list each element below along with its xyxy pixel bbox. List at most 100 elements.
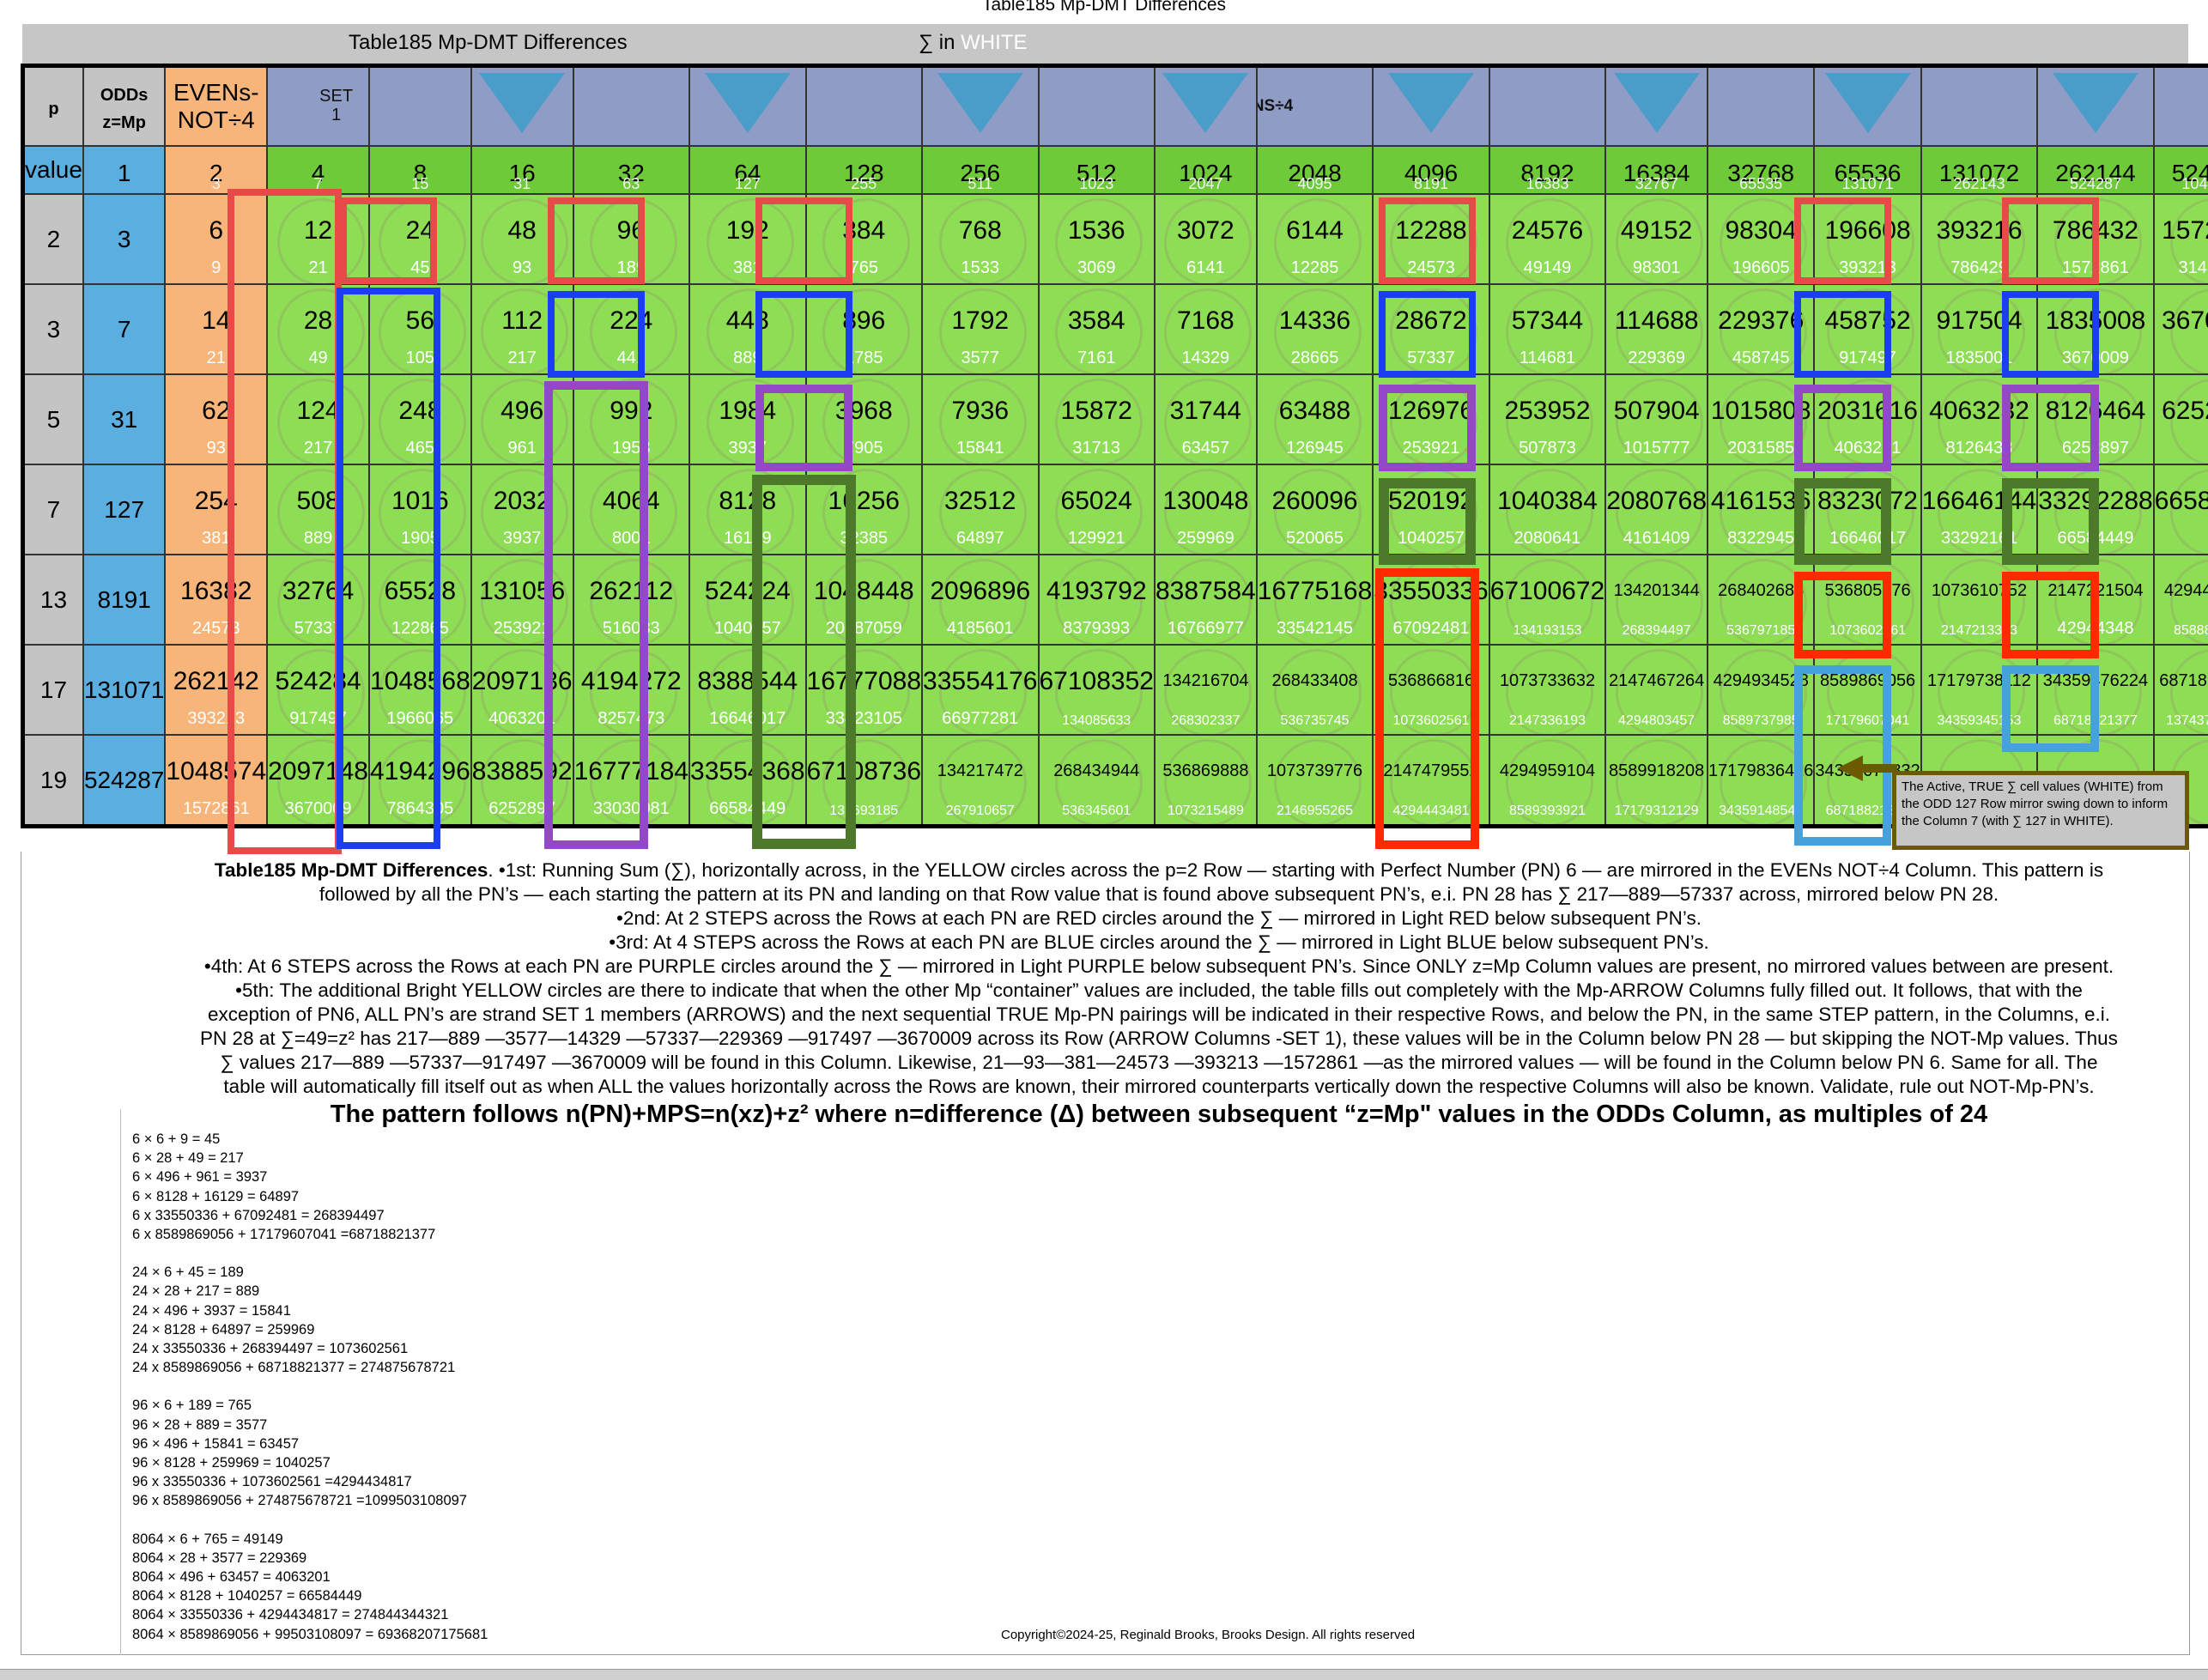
note-box: The Active, TRUE ∑ cell values (WHITE) f…: [1892, 771, 2189, 850]
table-cell: 4064 8001: [573, 464, 689, 555]
value-sum: 63: [574, 175, 688, 193]
equation-line: 24 x 33550336 + 268394497 = 1073602561: [132, 1339, 488, 1358]
p-cell: 7: [23, 464, 83, 555]
cell-value: 114688: [1606, 306, 1707, 336]
cell-value: 17179836416: [1708, 761, 1813, 781]
caption-line: •4th: At 6 STEPS across the Rows at each…: [120, 955, 2198, 979]
cell-sum: 7864305: [370, 799, 470, 819]
cell-sum: 2147336193: [1490, 713, 1604, 729]
cell-value: 7936: [923, 397, 1037, 426]
cell-sum: 66584449: [2038, 529, 2152, 549]
cell-sum: 1533: [923, 258, 1037, 278]
cell-value: 65528: [370, 577, 470, 606]
value-sum: 8191: [1374, 175, 1488, 193]
cell-value: 254: [166, 487, 266, 516]
cell-value: 17179738112: [1922, 671, 2036, 691]
cell-sum: 93: [166, 439, 266, 458]
odd-cell: 7: [83, 284, 165, 374]
cell-sum: 17179607041: [1815, 713, 1920, 729]
cell-sum: 16766977: [1156, 619, 1256, 639]
cell-value: 28672: [1374, 306, 1488, 336]
equation-line: 8064 × 496 + 63457 = 4063201: [132, 1568, 488, 1586]
cell-value: 130048: [1156, 487, 1256, 516]
p-cell: 17: [23, 645, 83, 735]
cell-value: 1073739776: [1258, 761, 1372, 781]
cell-sum: 259969: [1156, 529, 1256, 549]
cell-sum: 765: [807, 258, 921, 278]
equation-line: 96 × 6 + 189 = 765: [132, 1396, 488, 1415]
cell-value: 3670016: [2155, 306, 2208, 336]
sigma-label: ∑ in: [919, 31, 955, 54]
cell-sum: 253921: [472, 619, 573, 639]
cell-value: 16646144: [1922, 487, 2036, 516]
cell-sum: 8001: [574, 529, 688, 549]
equation-line: 6 × 8128 + 16129 = 64897: [132, 1187, 488, 1206]
cell-sum: 122865: [370, 619, 470, 639]
cell-sum: 21: [268, 258, 368, 278]
arrow-down-icon: [1825, 73, 1911, 133]
pattern-formula: The pattern follows n(PN)+MPS=n(xz)+z² w…: [120, 1101, 2198, 1129]
sigma-white-label: ∑ in WHITE: [919, 31, 1027, 55]
cell-sum: 536345601: [1040, 804, 1154, 819]
cell-value: 16775168: [1258, 577, 1372, 606]
odd-cell: 524287: [83, 735, 165, 827]
cell-value: 4294959104: [1490, 761, 1604, 781]
cell-value: 2147467264: [1606, 671, 1707, 691]
cell-sum: 4063201: [472, 709, 573, 729]
p-cell: 19: [23, 735, 83, 827]
table-cell: 8387584 16766977: [1155, 555, 1257, 645]
value-main: 1: [84, 160, 164, 187]
cell-value: 229376: [1708, 306, 1813, 336]
cell-value: 8387584: [1156, 577, 1256, 606]
cell-sum: 57337: [1374, 349, 1488, 368]
value-sum: 255: [807, 175, 921, 193]
table-cell: 42944430088588877825: [2154, 555, 2208, 645]
caption-line: table will automatically fill itself out…: [120, 1075, 2198, 1099]
cell-sum: 393213: [166, 709, 266, 729]
cell-sum: 1073602561: [1374, 713, 1488, 729]
caption-line: PN 28 at ∑=49=z² has 217—889 —3577—14329…: [120, 1027, 2198, 1051]
cell-value: 32512: [923, 487, 1037, 516]
cell-value: 4064: [574, 487, 688, 516]
cell-sum: 14329: [1156, 349, 1256, 368]
cell-value: 67108736: [807, 757, 921, 786]
cell-value: 14336: [1258, 306, 1372, 336]
cell-value: 6144: [1258, 216, 1372, 246]
cell-sum: 133693185: [807, 804, 921, 819]
cell-value: 8126464: [2038, 397, 2152, 426]
cell-sum: 6252897: [2038, 439, 2152, 458]
cell-sum: 8588877825: [2155, 623, 2208, 639]
equation-line: 96 × 496 + 15841 = 63457: [132, 1434, 488, 1453]
cell-sum: 2080641: [1490, 529, 1604, 549]
